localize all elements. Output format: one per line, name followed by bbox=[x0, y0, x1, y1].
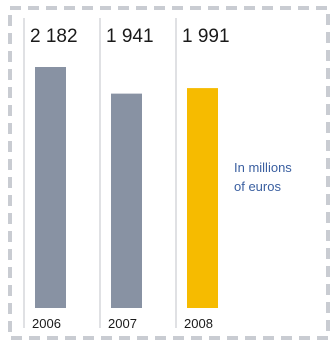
value-label-2008: 1 991 bbox=[182, 26, 230, 47]
bar-2006 bbox=[35, 67, 66, 308]
annotation-line-2: of euros bbox=[234, 179, 281, 194]
bar-2007 bbox=[111, 93, 142, 308]
value-label-2007: 1 941 bbox=[106, 26, 154, 47]
annotation-line-1: In millions bbox=[234, 160, 292, 175]
value-label-2006: 2 182 bbox=[30, 26, 78, 47]
bar-2008 bbox=[187, 88, 218, 308]
category-label-2008: 2008 bbox=[184, 316, 213, 331]
category-label-2006: 2006 bbox=[32, 316, 61, 331]
category-label-2007: 2007 bbox=[108, 316, 137, 331]
